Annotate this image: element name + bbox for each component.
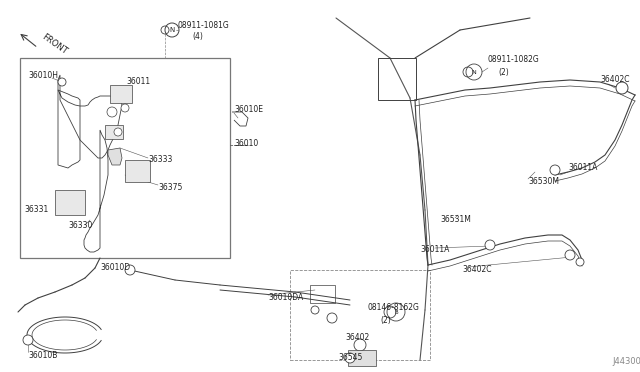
Circle shape bbox=[58, 78, 66, 86]
Text: 36010D: 36010D bbox=[100, 263, 130, 273]
Circle shape bbox=[107, 107, 117, 117]
Text: 36011: 36011 bbox=[126, 77, 150, 87]
Circle shape bbox=[463, 67, 473, 77]
Text: 36010: 36010 bbox=[234, 138, 259, 148]
Bar bbox=[110, 85, 132, 103]
Text: 36375: 36375 bbox=[158, 183, 182, 192]
Text: J44300SL: J44300SL bbox=[612, 357, 640, 366]
Circle shape bbox=[23, 335, 33, 345]
Text: B: B bbox=[394, 310, 398, 314]
Polygon shape bbox=[108, 148, 122, 165]
Circle shape bbox=[550, 165, 560, 175]
Text: (4): (4) bbox=[192, 32, 203, 41]
Text: 36545: 36545 bbox=[338, 353, 362, 362]
Bar bbox=[310, 285, 335, 303]
Circle shape bbox=[327, 313, 337, 323]
Text: 36531M: 36531M bbox=[440, 215, 471, 224]
Text: 36330: 36330 bbox=[68, 221, 92, 230]
Circle shape bbox=[114, 128, 122, 136]
Text: N: N bbox=[170, 27, 175, 33]
Bar bbox=[55, 190, 85, 215]
Bar bbox=[125, 160, 150, 182]
Text: 36010B: 36010B bbox=[28, 350, 58, 359]
Text: 36333: 36333 bbox=[148, 155, 172, 164]
Text: 36530M: 36530M bbox=[528, 177, 559, 186]
Text: 36010E: 36010E bbox=[234, 106, 263, 115]
Circle shape bbox=[161, 26, 169, 34]
Text: 08146-8162G: 08146-8162G bbox=[368, 304, 420, 312]
Bar bbox=[378, 58, 416, 100]
Circle shape bbox=[485, 240, 495, 250]
Circle shape bbox=[576, 258, 584, 266]
Text: 36011A: 36011A bbox=[420, 246, 449, 254]
Text: 08911-1081G: 08911-1081G bbox=[178, 22, 230, 31]
Text: 36010H: 36010H bbox=[28, 71, 58, 80]
Bar bbox=[105, 125, 123, 139]
Circle shape bbox=[125, 265, 135, 275]
Text: 36402C: 36402C bbox=[600, 76, 630, 84]
Circle shape bbox=[565, 250, 575, 260]
Text: 36402C: 36402C bbox=[462, 266, 492, 275]
Bar bbox=[290, 270, 430, 360]
Text: FRONT: FRONT bbox=[40, 32, 68, 56]
Circle shape bbox=[345, 353, 355, 363]
Circle shape bbox=[121, 104, 129, 112]
Bar bbox=[348, 350, 376, 366]
Text: 36331: 36331 bbox=[24, 205, 48, 215]
Circle shape bbox=[616, 82, 628, 94]
Text: (2): (2) bbox=[380, 315, 391, 324]
Circle shape bbox=[354, 339, 366, 351]
Circle shape bbox=[311, 306, 319, 314]
Text: 36011A: 36011A bbox=[568, 164, 597, 173]
Text: 08911-1082G: 08911-1082G bbox=[488, 55, 540, 64]
Bar bbox=[20, 58, 230, 258]
Text: N: N bbox=[472, 70, 476, 74]
Text: (2): (2) bbox=[498, 67, 509, 77]
Text: 36010DA: 36010DA bbox=[268, 294, 303, 302]
Text: 36402: 36402 bbox=[345, 334, 369, 343]
Circle shape bbox=[384, 306, 396, 318]
